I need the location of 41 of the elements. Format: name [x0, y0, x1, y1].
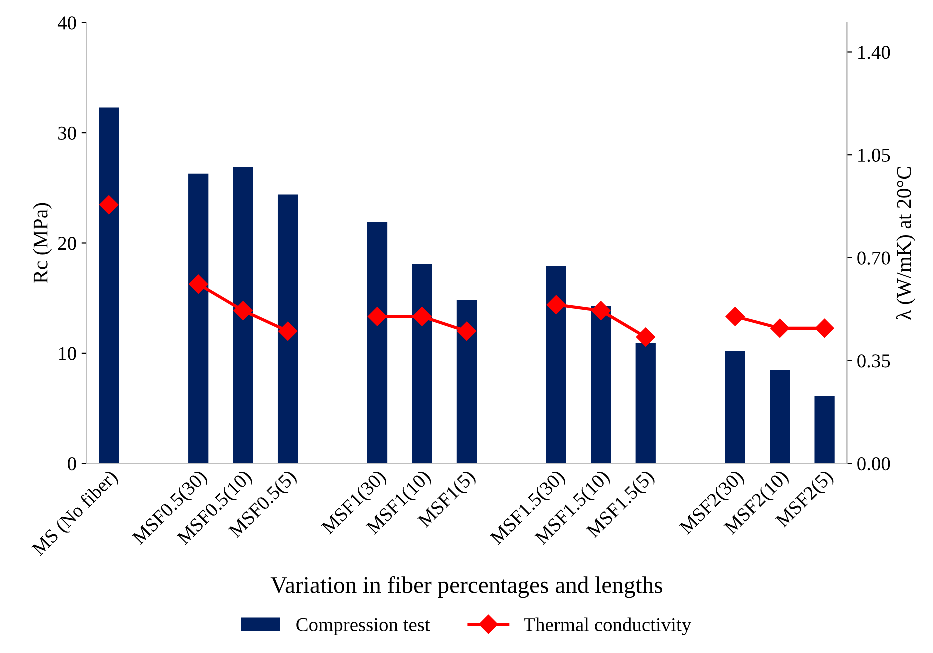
y2-axis-title: λ (W/mK) at 20°C [896, 167, 916, 320]
y-axis-title: Rc (MPa) [33, 203, 52, 284]
legend-label: Thermal conductivity [524, 618, 692, 636]
y2-tick-label: 0.00 [858, 457, 890, 471]
bar [188, 174, 209, 464]
x-axis-title: Variation in fiber percentages and lengths [270, 576, 662, 598]
y-tick-label: 40 [58, 16, 76, 30]
bar [233, 167, 254, 464]
y2-tick-label: 0.35 [858, 354, 890, 368]
point [457, 322, 476, 341]
point [234, 301, 253, 320]
legend-label: Compression test [296, 618, 430, 636]
y2-tick-label: 1.05 [858, 148, 890, 162]
point [636, 328, 656, 347]
point [546, 295, 566, 314]
point [815, 318, 834, 338]
y-tick-label: 30 [58, 126, 76, 140]
point [278, 322, 298, 341]
bar [770, 370, 790, 464]
point [368, 307, 388, 326]
bar [591, 306, 612, 464]
y-tick-label: 0 [68, 457, 76, 471]
bar [636, 344, 656, 464]
bar [814, 396, 835, 464]
y2-tick-label: 1.40 [858, 46, 890, 60]
point [412, 307, 432, 326]
bar [546, 266, 566, 464]
bar [367, 222, 388, 464]
point [100, 196, 119, 215]
bar [456, 300, 478, 464]
point [726, 307, 745, 326]
bar [412, 264, 432, 464]
bar [725, 351, 746, 464]
y-tick-label: 20 [58, 237, 76, 250]
point [592, 301, 611, 320]
y2-tick-label: 0.70 [858, 252, 890, 265]
y-tick-label: 10 [59, 347, 76, 360]
point [189, 274, 208, 294]
point [770, 318, 790, 338]
bar [99, 108, 120, 464]
bar [278, 194, 298, 464]
